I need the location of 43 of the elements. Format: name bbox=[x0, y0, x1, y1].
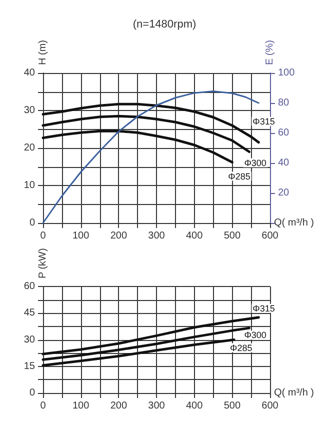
y2-tick-label: 20 bbox=[278, 188, 290, 198]
series-label: Φ285 bbox=[228, 171, 250, 182]
y-tick-label: 10 bbox=[24, 180, 36, 191]
y-tick-label: 20 bbox=[24, 142, 36, 154]
line-series bbox=[42, 114, 250, 153]
y-tick-label: 60 bbox=[24, 281, 36, 292]
y-axis-title: P (kW) bbox=[38, 248, 48, 279]
y2-axis-title: E (%) bbox=[264, 40, 276, 65]
x-tick-label: 200 bbox=[110, 400, 128, 412]
series-label: Φ315 bbox=[252, 116, 275, 126]
x-tick-label: 300 bbox=[148, 230, 166, 242]
y-axis-title: H (m) bbox=[38, 40, 48, 65]
y2-tick-label: 60 bbox=[278, 128, 290, 138]
series-label: Φ300 bbox=[244, 158, 266, 168]
line-series bbox=[42, 130, 234, 164]
series-label: Φ315 bbox=[252, 303, 275, 314]
y-tick-label: 0 bbox=[29, 218, 36, 228]
x-tick-label: 0 bbox=[40, 400, 46, 412]
y2-tick-label: 80 bbox=[278, 98, 290, 108]
x-tick-label: 500 bbox=[224, 230, 241, 242]
y2-tick-label: 40 bbox=[278, 158, 290, 168]
x-tick-label: 500 bbox=[224, 400, 241, 412]
y-tick-label: 40 bbox=[24, 68, 36, 78]
chart-title: (n=1480rpm) bbox=[132, 18, 196, 30]
y2-tick-label: 100 bbox=[278, 68, 296, 78]
x-axis-title: Q( m³/h ) bbox=[274, 218, 314, 228]
y-tick-label: 30 bbox=[24, 105, 36, 116]
y-tick-label: 0 bbox=[29, 388, 36, 398]
x-tick-label: 400 bbox=[186, 400, 204, 412]
x-tick-label: 300 bbox=[148, 400, 166, 412]
x-tick-label: 100 bbox=[72, 400, 90, 412]
x-tick-label: 600 bbox=[262, 400, 279, 412]
x-axis-title: Q( m³/h ) bbox=[274, 388, 314, 398]
x-tick-label: 0 bbox=[40, 230, 46, 242]
x-tick-label: 100 bbox=[72, 230, 90, 242]
y-tick-label: 30 bbox=[24, 334, 36, 346]
x-tick-label: 600 bbox=[262, 230, 279, 242]
x-tick-label: 400 bbox=[186, 230, 204, 242]
series-label: Φ300 bbox=[244, 330, 266, 340]
x-tick-label: 200 bbox=[110, 230, 128, 242]
y-tick-label: 15 bbox=[24, 360, 36, 372]
y-tick-label: 45 bbox=[24, 308, 36, 319]
series-label: Φ285 bbox=[230, 342, 252, 353]
